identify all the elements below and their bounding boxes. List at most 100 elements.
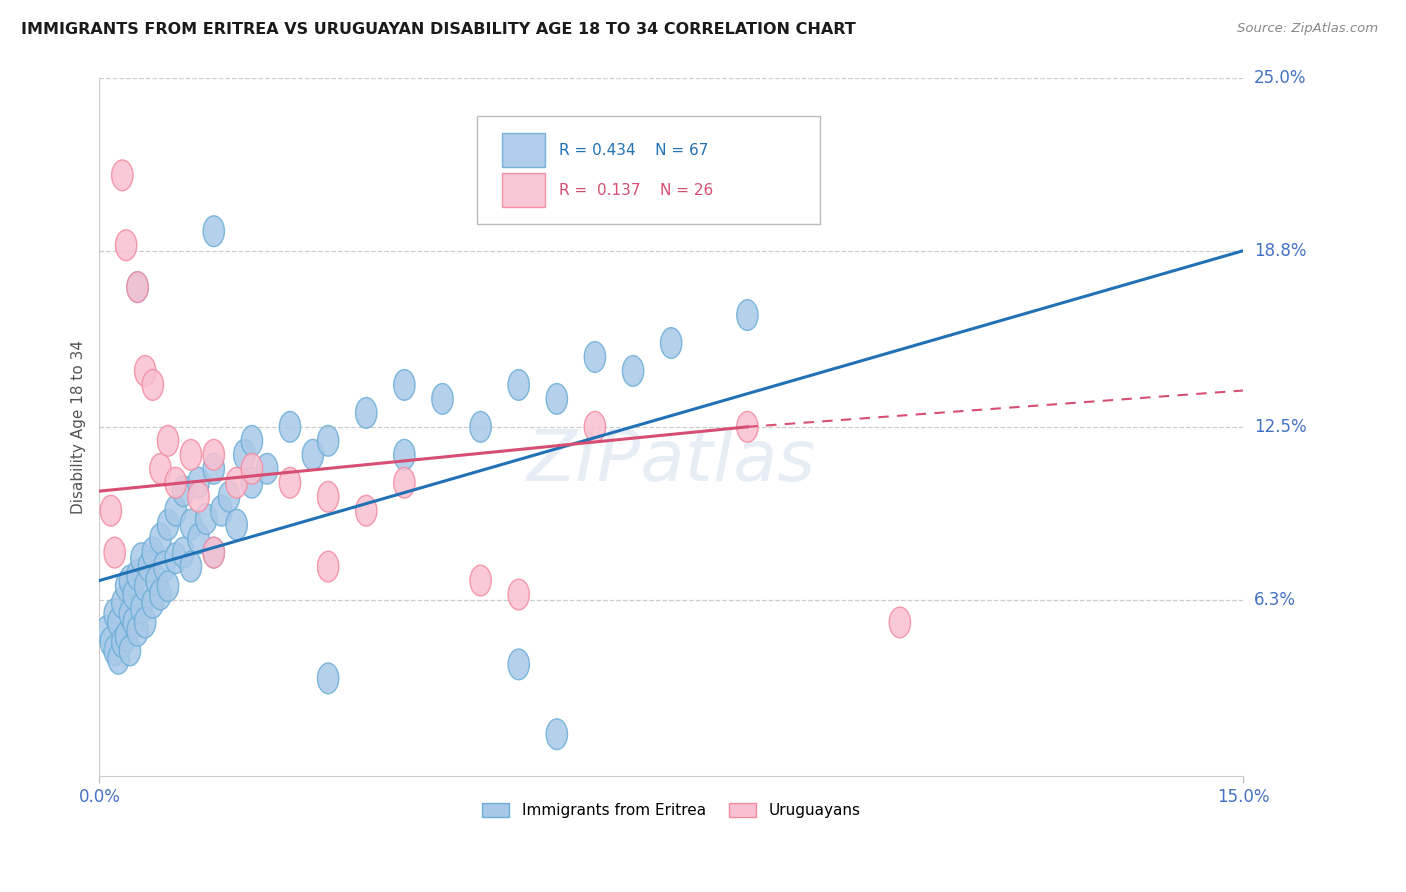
Ellipse shape (124, 579, 145, 610)
Ellipse shape (157, 509, 179, 540)
Ellipse shape (226, 509, 247, 540)
Ellipse shape (318, 425, 339, 456)
Text: Source: ZipAtlas.com: Source: ZipAtlas.com (1237, 22, 1378, 36)
Ellipse shape (120, 635, 141, 665)
Ellipse shape (142, 588, 163, 618)
Ellipse shape (318, 551, 339, 582)
Ellipse shape (180, 440, 201, 470)
Ellipse shape (138, 551, 160, 582)
Ellipse shape (153, 551, 174, 582)
Ellipse shape (157, 425, 179, 456)
Ellipse shape (394, 467, 415, 498)
Ellipse shape (104, 599, 125, 630)
Ellipse shape (165, 495, 187, 526)
Ellipse shape (242, 467, 263, 498)
Ellipse shape (115, 571, 136, 601)
Ellipse shape (180, 509, 201, 540)
Ellipse shape (508, 369, 530, 401)
Ellipse shape (135, 607, 156, 638)
Ellipse shape (120, 599, 141, 630)
Ellipse shape (127, 559, 148, 591)
Ellipse shape (108, 643, 129, 674)
Ellipse shape (242, 453, 263, 484)
Ellipse shape (585, 411, 606, 442)
Ellipse shape (100, 627, 121, 657)
Ellipse shape (173, 537, 194, 568)
Ellipse shape (135, 356, 156, 386)
Ellipse shape (120, 566, 141, 596)
Ellipse shape (127, 272, 148, 302)
Ellipse shape (108, 607, 129, 638)
Ellipse shape (111, 160, 134, 191)
Ellipse shape (135, 571, 156, 601)
FancyBboxPatch shape (477, 116, 820, 224)
Legend: Immigrants from Eritrea, Uruguayans: Immigrants from Eritrea, Uruguayans (475, 797, 866, 824)
Ellipse shape (150, 453, 172, 484)
Ellipse shape (127, 272, 148, 302)
Text: 25.0%: 25.0% (1254, 69, 1306, 87)
Ellipse shape (585, 342, 606, 372)
Ellipse shape (195, 504, 217, 534)
Ellipse shape (146, 566, 167, 596)
Ellipse shape (318, 663, 339, 694)
Ellipse shape (394, 369, 415, 401)
Ellipse shape (131, 593, 152, 624)
Ellipse shape (157, 571, 179, 601)
FancyBboxPatch shape (502, 134, 546, 167)
Ellipse shape (115, 621, 136, 652)
Ellipse shape (202, 537, 225, 568)
Ellipse shape (104, 537, 125, 568)
Ellipse shape (318, 482, 339, 512)
Text: R = 0.434    N = 67: R = 0.434 N = 67 (560, 143, 709, 158)
Ellipse shape (142, 369, 163, 401)
Ellipse shape (104, 635, 125, 665)
Ellipse shape (508, 649, 530, 680)
Ellipse shape (470, 566, 491, 596)
Ellipse shape (226, 467, 247, 498)
Text: ZIPatlas: ZIPatlas (527, 427, 815, 496)
Ellipse shape (470, 411, 491, 442)
Ellipse shape (150, 579, 172, 610)
Text: 18.8%: 18.8% (1254, 242, 1306, 260)
Text: IMMIGRANTS FROM ERITREA VS URUGUAYAN DISABILITY AGE 18 TO 34 CORRELATION CHART: IMMIGRANTS FROM ERITREA VS URUGUAYAN DIS… (21, 22, 856, 37)
Ellipse shape (623, 356, 644, 386)
Ellipse shape (211, 495, 232, 526)
Ellipse shape (127, 615, 148, 646)
Ellipse shape (180, 551, 201, 582)
Ellipse shape (546, 384, 568, 414)
Ellipse shape (188, 467, 209, 498)
Ellipse shape (173, 475, 194, 507)
Ellipse shape (356, 398, 377, 428)
Ellipse shape (242, 425, 263, 456)
Ellipse shape (150, 524, 172, 554)
Ellipse shape (218, 482, 239, 512)
Ellipse shape (111, 588, 134, 618)
Text: R =  0.137    N = 26: R = 0.137 N = 26 (560, 183, 713, 197)
Ellipse shape (546, 719, 568, 749)
Ellipse shape (131, 543, 152, 574)
Ellipse shape (188, 482, 209, 512)
Ellipse shape (737, 411, 758, 442)
Ellipse shape (111, 627, 134, 657)
Ellipse shape (233, 440, 254, 470)
Ellipse shape (202, 453, 225, 484)
Ellipse shape (302, 440, 323, 470)
Ellipse shape (165, 467, 187, 498)
Ellipse shape (737, 300, 758, 330)
Ellipse shape (394, 440, 415, 470)
Ellipse shape (100, 495, 121, 526)
Ellipse shape (202, 216, 225, 246)
Ellipse shape (97, 615, 118, 646)
Ellipse shape (661, 327, 682, 359)
Ellipse shape (115, 230, 136, 260)
Ellipse shape (508, 579, 530, 610)
Ellipse shape (256, 453, 278, 484)
Ellipse shape (202, 537, 225, 568)
Text: 12.5%: 12.5% (1254, 417, 1306, 436)
Text: 6.3%: 6.3% (1254, 591, 1296, 609)
FancyBboxPatch shape (502, 173, 546, 207)
Ellipse shape (889, 607, 911, 638)
Ellipse shape (432, 384, 453, 414)
Ellipse shape (124, 607, 145, 638)
Ellipse shape (142, 537, 163, 568)
